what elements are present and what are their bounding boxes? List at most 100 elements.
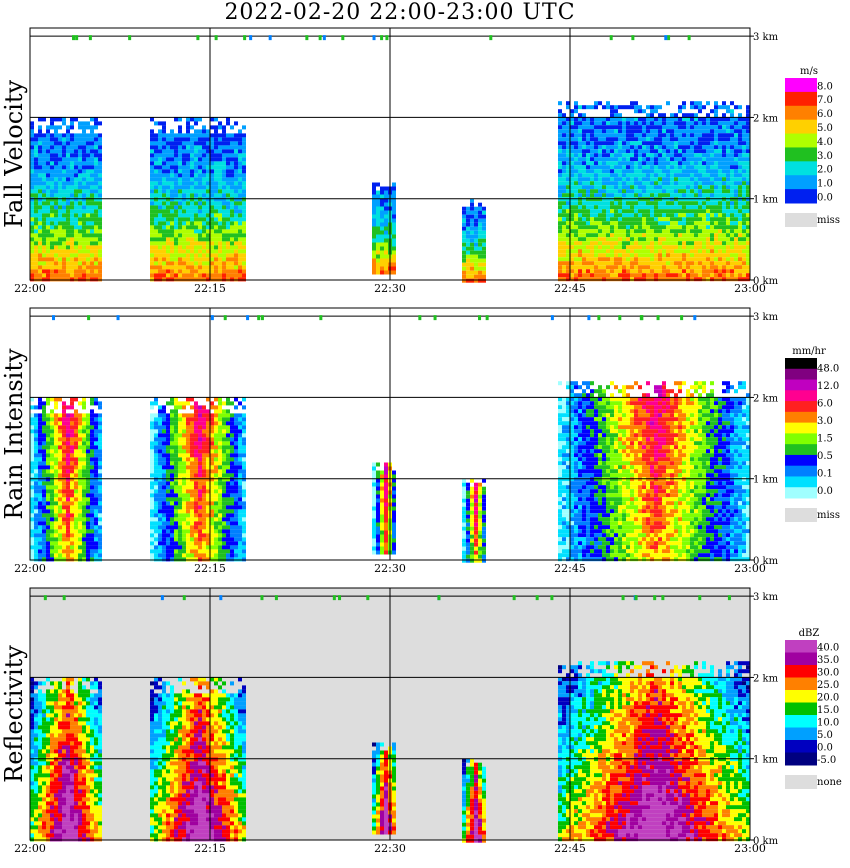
colorbar-label: 0.5 <box>817 451 833 462</box>
noise-echo <box>88 35 92 41</box>
noise-echo <box>338 595 342 601</box>
colorbar-missing-label: miss <box>817 215 840 226</box>
noise-echo <box>116 315 120 321</box>
noise-echo <box>243 35 247 41</box>
colorbar: mm/hr 48.0 12.0 6.0 3.0 1.5 0.5 0.1 0.0 miss <box>785 346 840 522</box>
noise-echo <box>319 315 323 321</box>
y-tick-label: 1 km <box>753 755 779 766</box>
colorbar-swatch <box>785 752 817 766</box>
x-tick-label: 22:15 <box>194 562 226 575</box>
colorbar-label: 0.0 <box>817 192 833 203</box>
noise-echo <box>550 315 554 321</box>
colorbar-swatch <box>785 189 817 204</box>
noise-echo <box>52 315 56 321</box>
colorbar-label: -5.0 <box>817 755 836 766</box>
noise-echo <box>433 315 437 321</box>
noise-echoes <box>43 595 731 601</box>
plot-frame <box>29 27 751 281</box>
plot-frame <box>29 307 751 561</box>
echo-region <box>372 462 396 555</box>
colorbar-swatch <box>785 640 817 653</box>
colorbar-swatch <box>785 487 817 499</box>
noise-echo <box>661 595 665 601</box>
y-tick-label: 0 km <box>753 836 779 847</box>
colorbar-missing-swatch <box>785 775 817 789</box>
colorbar-unit: mm/hr <box>792 346 826 357</box>
noise-echo <box>305 35 309 41</box>
noise-echoes <box>72 35 691 41</box>
colorbar-label: 2.0 <box>817 165 833 176</box>
colorbar: m/s 8.0 7.0 6.0 5.0 4.0 3.0 2.0 1.0 0.0 miss <box>785 66 840 227</box>
noise-echo <box>223 315 227 321</box>
colorbar-label: 5.0 <box>817 730 833 741</box>
y-axis-label: Reflectivity <box>0 645 28 783</box>
x-tick-label: 23:00 <box>734 842 766 855</box>
echo-region <box>558 101 750 282</box>
colorbar-label: 7.0 <box>817 95 833 106</box>
colorbar-swatch <box>785 161 817 176</box>
noise-echo <box>332 595 336 601</box>
noise-echo <box>618 315 622 321</box>
noise-echo <box>631 35 635 41</box>
noise-echo <box>587 315 591 321</box>
noise-echo <box>418 315 422 321</box>
colorbar-swatch <box>785 105 817 121</box>
noise-echo <box>257 315 261 321</box>
noise-echo <box>249 35 253 41</box>
y-tick-label: 2 km <box>753 113 779 124</box>
colorbar-label: 3.0 <box>817 151 833 162</box>
x-tick-label: 22:00 <box>14 562 46 575</box>
colorbar-swatch <box>785 78 817 93</box>
colorbar-swatch <box>785 368 817 381</box>
colorbar-swatch <box>785 411 817 424</box>
echo-region <box>30 677 102 842</box>
echo-region <box>372 742 396 835</box>
colorbar-label: 6.0 <box>817 109 833 120</box>
colorbar-swatch <box>785 677 817 691</box>
noise-echo <box>535 595 539 601</box>
noise-echo <box>640 315 644 321</box>
colorbar-missing-swatch <box>785 213 817 227</box>
y-tick-label: 0 km <box>753 276 779 287</box>
noise-echo <box>87 315 91 321</box>
echo-region <box>372 182 396 275</box>
colorbar-swatch <box>785 702 817 716</box>
colorbar-missing-swatch <box>785 508 817 522</box>
panel-reflectivity: 0 km 1 km 2 km 3 km 22:00 22:15 22:30 22:45 23:0… <box>0 587 842 855</box>
noise-echo <box>478 315 482 321</box>
colorbar-label: 20.0 <box>817 693 839 704</box>
x-tick-label: 22:30 <box>374 282 406 295</box>
noise-echo <box>698 595 702 601</box>
colorbar-missing-label: miss <box>817 510 840 521</box>
colorbar-label: 8.0 <box>817 81 833 92</box>
noise-echo <box>372 35 376 41</box>
colorbar-swatch <box>785 147 817 162</box>
y-tick-label: 3 km <box>753 312 779 323</box>
colorbar-swatch <box>785 401 817 413</box>
x-tick-label: 22:45 <box>554 282 586 295</box>
colorbar-swatch <box>785 379 817 391</box>
noise-echo <box>268 35 272 41</box>
x-tick-label: 22:45 <box>554 562 586 575</box>
colorbar-label: 35.0 <box>817 655 839 666</box>
chart-title: 2022-02-20 22:00-23:00 UTC <box>224 0 576 25</box>
x-tick-label: 22:00 <box>14 282 46 295</box>
noise-echo <box>322 35 326 41</box>
echo-region <box>462 478 486 563</box>
colorbar-swatch <box>785 652 817 666</box>
echo-region <box>150 117 246 282</box>
noise-echo <box>485 315 489 321</box>
colorbar-swatch <box>785 91 817 107</box>
noise-echo <box>260 595 264 601</box>
noise-echo <box>380 35 384 41</box>
colorbar-label: 1.0 <box>817 179 833 190</box>
echo-region <box>150 397 246 562</box>
noise-echo <box>634 595 638 601</box>
noise-echo <box>246 315 250 321</box>
colorbar-swatch <box>785 715 817 728</box>
noise-echo <box>128 35 132 41</box>
noise-echo <box>62 595 66 601</box>
noise-echo <box>341 35 345 41</box>
colorbar-label: 15.0 <box>817 705 839 716</box>
colorbar-label: 1.5 <box>817 434 833 445</box>
